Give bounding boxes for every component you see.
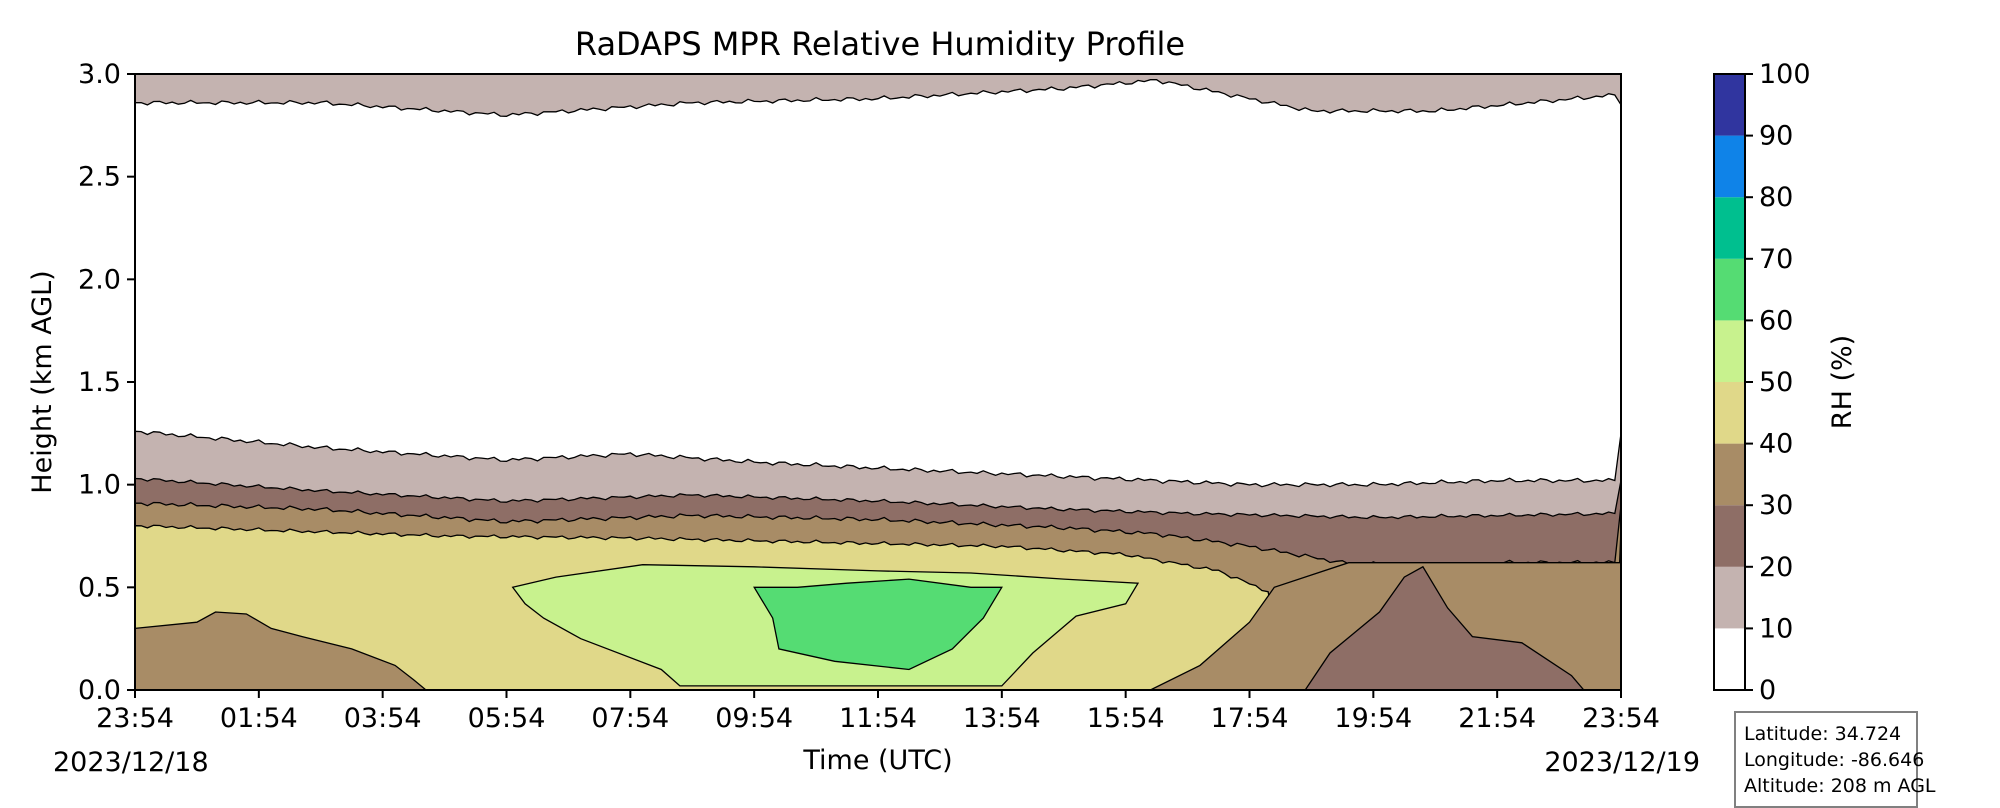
start-date-label: 2023/12/18	[53, 747, 209, 778]
y-tick-label: 0.0	[78, 675, 121, 706]
longitude-text: Longitude: -86.646	[1744, 749, 1925, 771]
colorbar-tick-label: 100	[1759, 59, 1811, 90]
colorbar-label: RH (%)	[1827, 335, 1858, 429]
x-tick-label: 01:54	[220, 703, 298, 734]
rh-patch-dry-start	[135, 611, 428, 690]
x-tick-label: 23:54	[1582, 703, 1660, 734]
x-tick-label: 03:54	[344, 703, 422, 734]
x-tick-label: 13:54	[963, 703, 1041, 734]
colorbar-segment	[1714, 135, 1745, 198]
x-axis: 23:54 01:54 03:54 05:54 07:54 09:54 11:54 13:54…	[96, 690, 1660, 734]
colorbar-segment	[1714, 443, 1745, 506]
x-tick-label: 15:54	[1087, 703, 1165, 734]
colorbar-segment	[1714, 258, 1745, 321]
chart-title: RaDAPS MPR Relative Humidity Profile	[575, 25, 1185, 63]
colorbar-segment	[1714, 197, 1745, 259]
x-tick-label: 09:54	[715, 703, 793, 734]
colorbar-tick-label: 90	[1759, 121, 1793, 152]
colorbar-segment	[1714, 505, 1745, 567]
y-tick-label: 2.5	[78, 162, 121, 193]
colorbar-tick-label: 60	[1759, 305, 1793, 336]
colorbar-tick-label: 10	[1759, 613, 1793, 644]
plot-area	[135, 74, 1621, 690]
colorbar-tick-label: 50	[1759, 367, 1793, 398]
x-tick-label: 07:54	[591, 703, 669, 734]
x-tick-label: 23:54	[96, 703, 174, 734]
colorbar-segment	[1714, 74, 1745, 136]
x-tick-label: 05:54	[468, 703, 546, 734]
y-tick-label: 1.0	[78, 470, 121, 501]
y-tick-label: 0.5	[78, 572, 121, 603]
latitude-text: Latitude: 34.724	[1744, 723, 1902, 745]
y-tick-label: 2.0	[78, 264, 121, 295]
y-axis-label: Height (km AGL)	[27, 270, 58, 493]
colorbar-tick-label: 30	[1759, 490, 1793, 521]
altitude-text: Altitude: 208 m AGL	[1744, 775, 1936, 797]
rh-band-top-10-20	[135, 74, 1621, 117]
x-tick-label: 17:54	[1211, 703, 1289, 734]
y-tick-label: 1.5	[78, 367, 121, 398]
y-tick-label: 3.0	[78, 59, 121, 90]
colorbar-tick-label: 40	[1759, 429, 1793, 460]
colorbar: 0 10 20 30 40 50 60 70 80 90 100	[1713, 59, 1811, 706]
x-tick-label: 11:54	[839, 703, 917, 734]
end-date-label: 2023/12/19	[1544, 747, 1700, 778]
x-axis-label: Time (UTC)	[802, 745, 952, 776]
x-tick-label: 19:54	[1334, 703, 1412, 734]
colorbar-segment	[1714, 320, 1745, 382]
colorbar-tick-label: 70	[1759, 244, 1793, 275]
rh-patch-20-30	[1304, 565, 1585, 690]
colorbar-segment	[1714, 628, 1745, 690]
y-axis: 0.0 0.5 1.0 1.5 2.0 2.5 3.0	[78, 59, 135, 706]
colorbar-tick-label: 20	[1759, 552, 1793, 583]
x-tick-label: 21:54	[1458, 703, 1536, 734]
colorbar-segment	[1714, 566, 1745, 629]
colorbar-segment	[1714, 382, 1745, 444]
colorbar-tick-label: 0	[1759, 675, 1776, 706]
rh-patch-60-70	[753, 578, 1003, 671]
station-info-box: Latitude: 34.724 Longitude: -86.646 Alti…	[1734, 711, 1936, 808]
colorbar-tick-label: 80	[1759, 182, 1793, 213]
